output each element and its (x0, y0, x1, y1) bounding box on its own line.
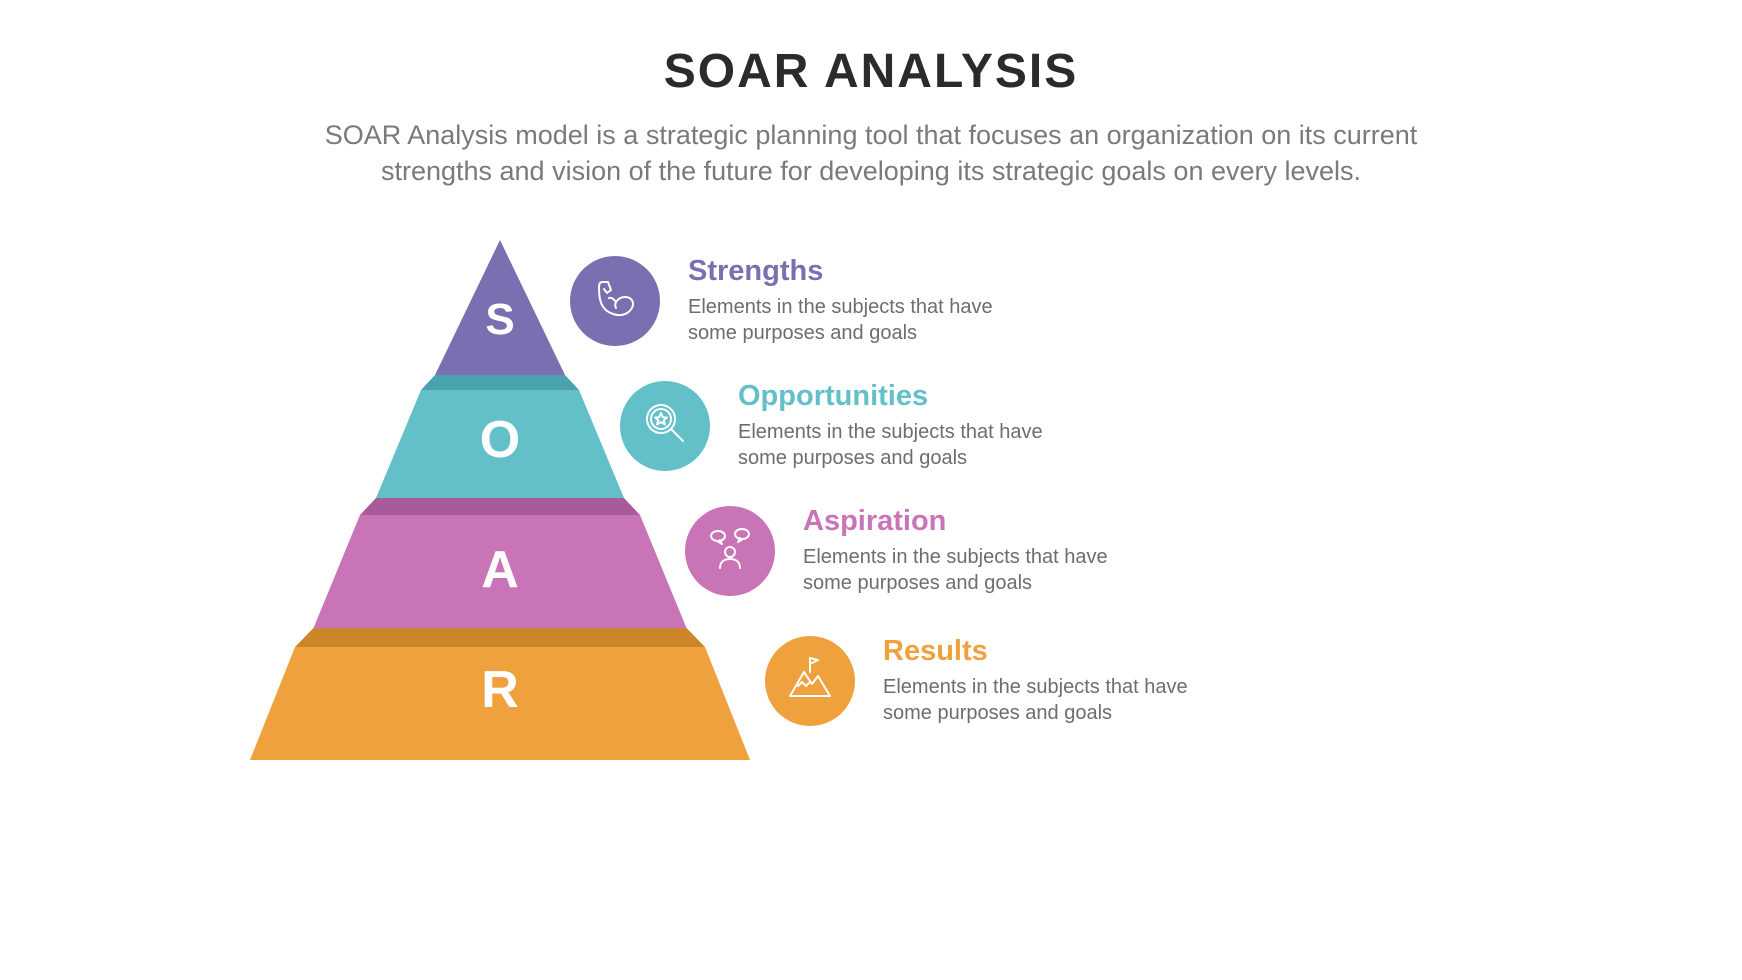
aspiration-desc-line2: some purposes and goals (803, 572, 1032, 594)
strengths-title: Strengths (688, 255, 993, 288)
results-desc-line2: some purposes and goals (883, 702, 1112, 724)
item-opportunities: Opportunities Elements in the subjects t… (620, 380, 1043, 471)
magnifier-star-icon (641, 399, 689, 452)
item-strengths: Strengths Elements in the subjects that … (570, 255, 993, 346)
soar-infographic-page: SOAR ANALYSIS SOAR Analysis model is a s… (0, 0, 1742, 980)
item-results: Results Elements in the subjects that ha… (765, 635, 1188, 726)
results-text: Results Elements in the subjects that ha… (883, 635, 1188, 726)
opportunities-icon-circle (620, 381, 710, 471)
subtitle-line-1: SOAR Analysis model is a strategic plann… (325, 120, 1418, 150)
page-subtitle: SOAR Analysis model is a strategic plann… (0, 117, 1742, 190)
pyramid-level-o-shadow (421, 375, 579, 390)
strengths-desc-line1: Elements in the subjects that have (688, 296, 993, 318)
opportunities-desc-line1: Elements in the subjects that have (738, 421, 1043, 443)
muscle-icon (591, 274, 639, 327)
aspiration-icon-circle (685, 506, 775, 596)
items-list: Strengths Elements in the subjects that … (570, 230, 1470, 790)
person-speech-icon (706, 524, 754, 577)
aspiration-text: Aspiration Elements in the subjects that… (803, 505, 1108, 596)
results-title: Results (883, 635, 1188, 668)
header-block: SOAR ANALYSIS SOAR Analysis model is a s… (0, 44, 1742, 190)
page-title: SOAR ANALYSIS (0, 44, 1742, 99)
results-desc: Elements in the subjects that have some … (883, 674, 1188, 726)
aspiration-title: Aspiration (803, 505, 1108, 538)
opportunities-title: Opportunities (738, 380, 1043, 413)
strengths-text: Strengths Elements in the subjects that … (688, 255, 993, 346)
aspiration-desc: Elements in the subjects that have some … (803, 544, 1108, 596)
mountain-flag-icon (786, 654, 834, 707)
item-aspiration: Aspiration Elements in the subjects that… (685, 505, 1108, 596)
opportunities-desc: Elements in the subjects that have some … (738, 419, 1043, 471)
strengths-desc: Elements in the subjects that have some … (688, 294, 993, 346)
results-icon-circle (765, 636, 855, 726)
opportunities-text: Opportunities Elements in the subjects t… (738, 380, 1043, 471)
aspiration-desc-line1: Elements in the subjects that have (803, 546, 1108, 568)
strengths-desc-line2: some purposes and goals (688, 322, 917, 344)
subtitle-line-2: strengths and vision of the future for d… (381, 156, 1361, 186)
strengths-icon-circle (570, 256, 660, 346)
results-desc-line1: Elements in the subjects that have (883, 676, 1188, 698)
opportunities-desc-line2: some purposes and goals (738, 447, 967, 469)
diagram-area: S O A R Strengths (0, 230, 1742, 790)
